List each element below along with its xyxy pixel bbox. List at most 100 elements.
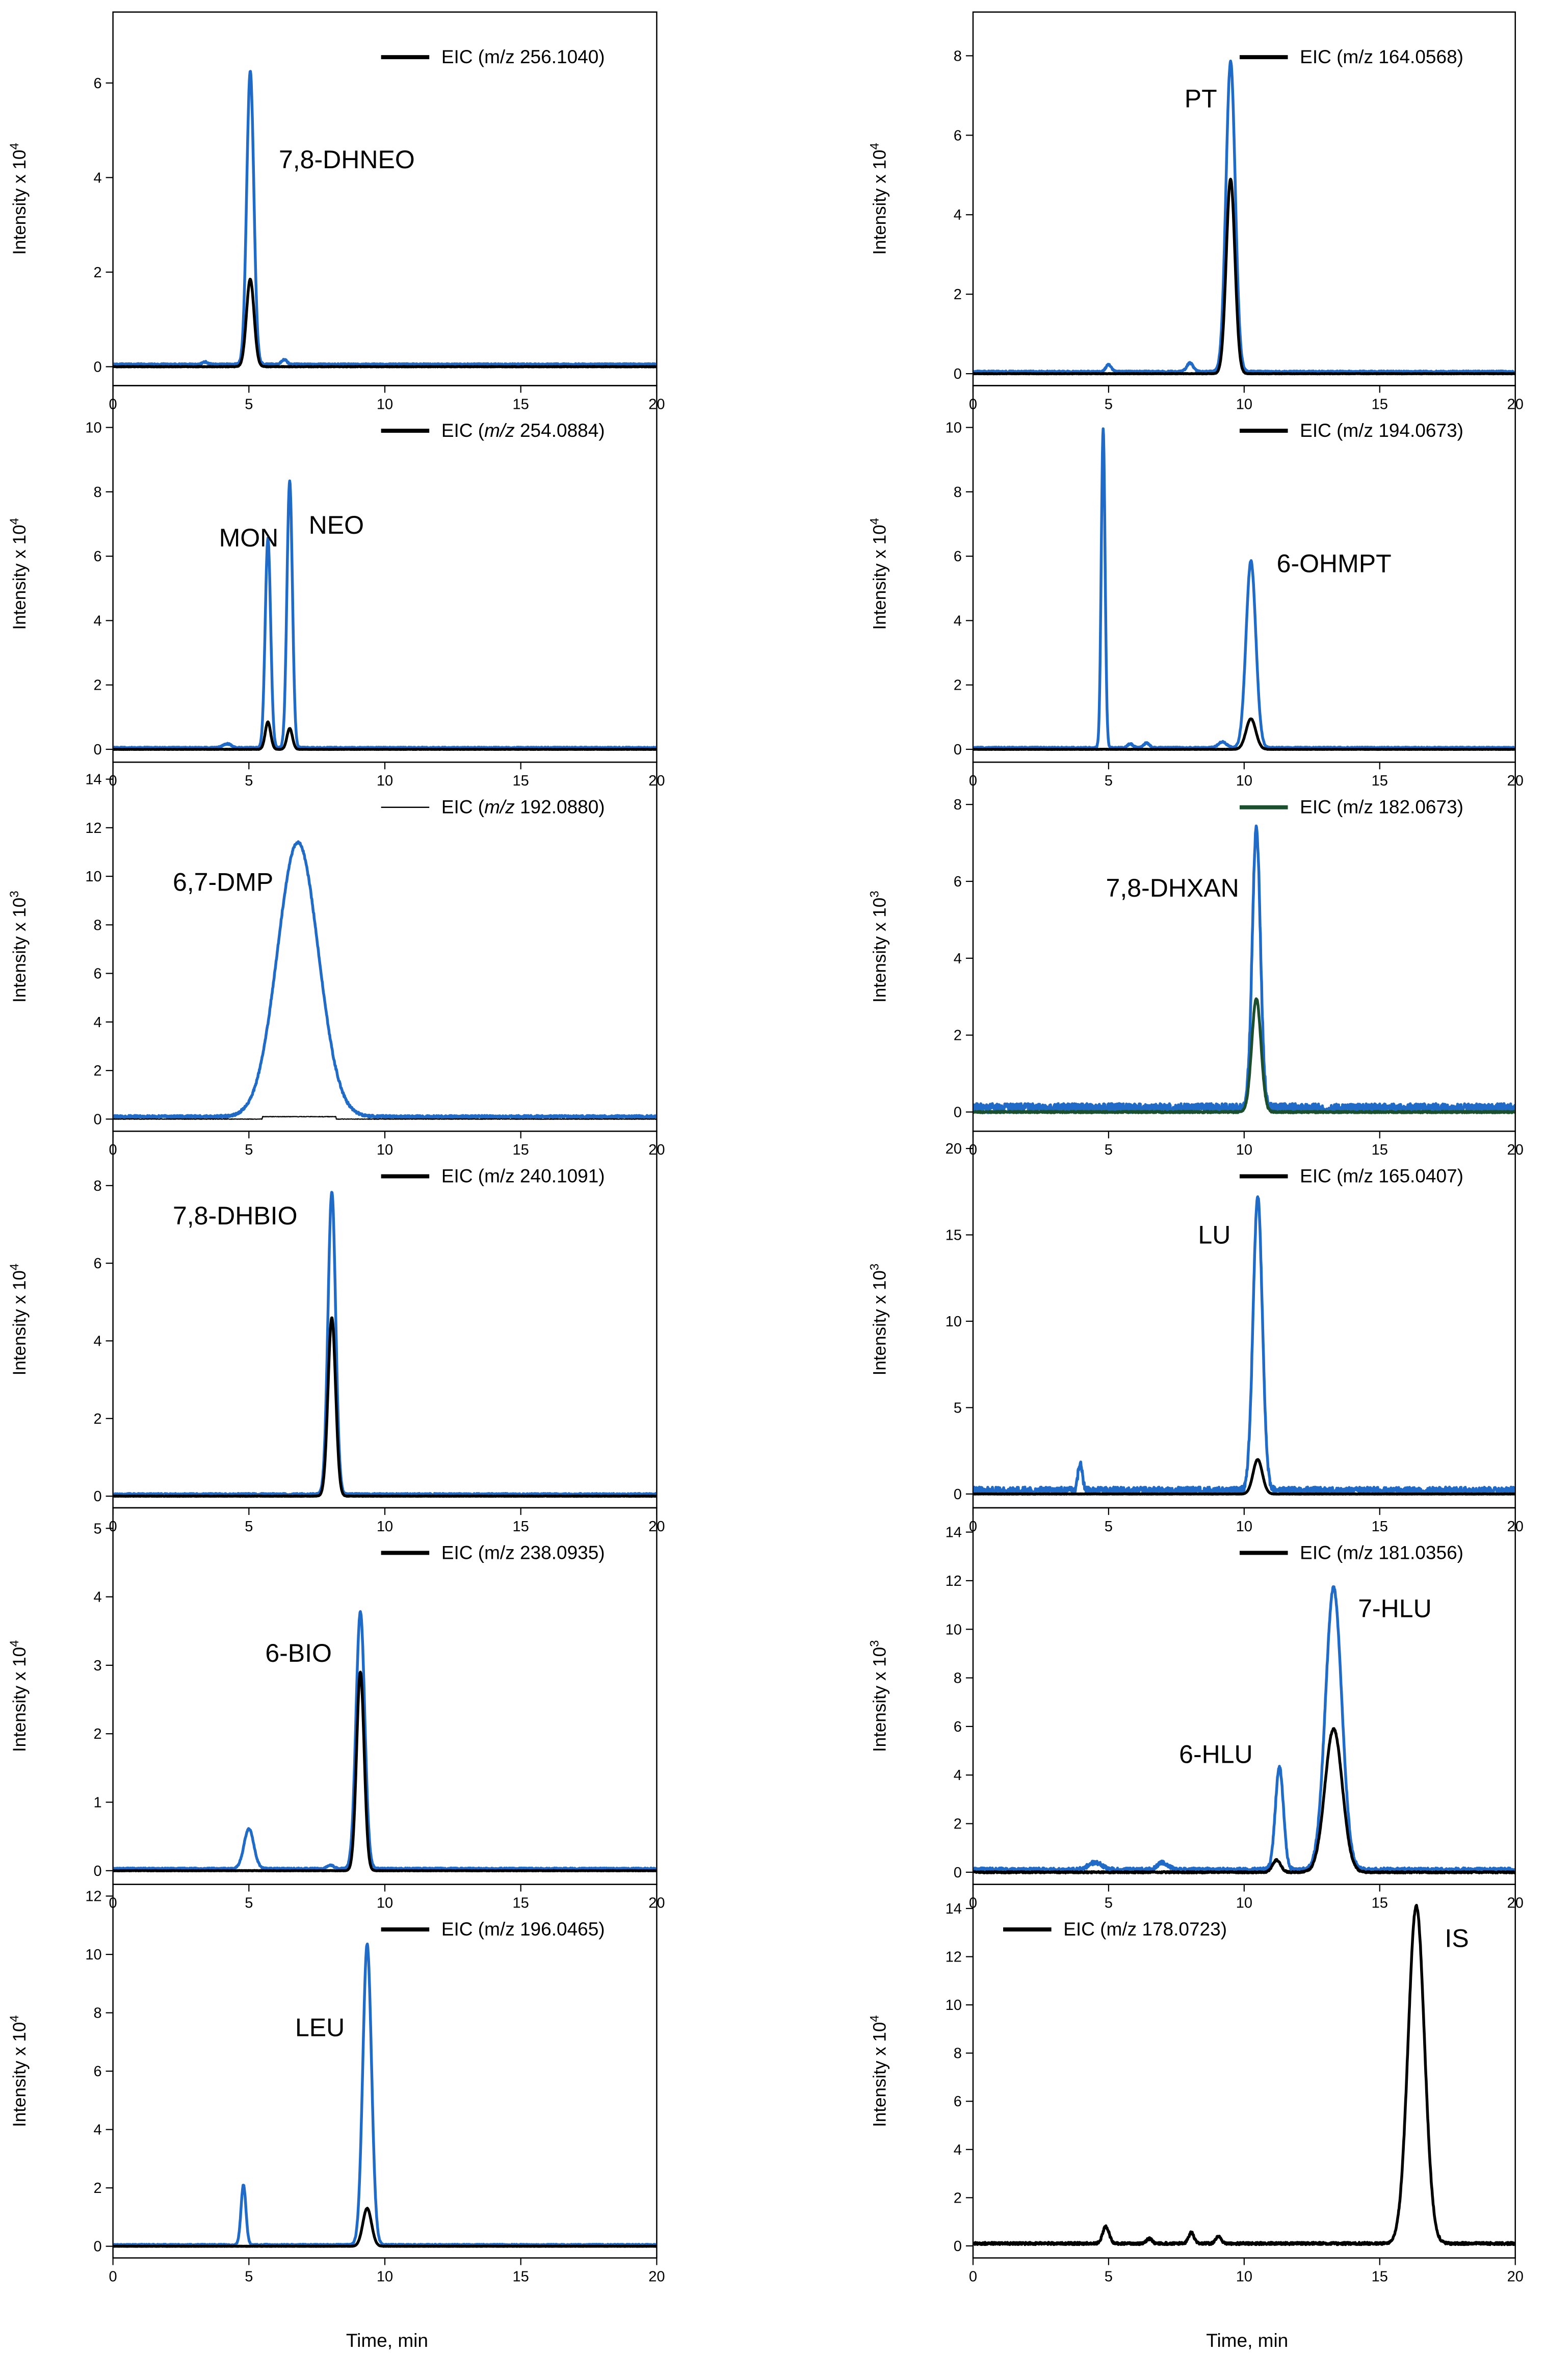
x-tick-label: 5 — [245, 2269, 253, 2285]
legend-label: EIC (m/z 254.0884) — [441, 420, 605, 441]
legend: EIC (m/z 196.0465) — [381, 1919, 605, 1940]
y-tick-label: 4 — [93, 613, 101, 629]
x-tick-label: 15 — [1372, 773, 1388, 789]
y-tick-label: 10 — [85, 1947, 101, 1963]
y-tick-label: 2 — [93, 1726, 101, 1742]
y-tick-label: 0 — [954, 742, 962, 758]
x-tick-label: 10 — [1236, 773, 1252, 789]
x-tick-label: 15 — [513, 2269, 529, 2285]
y-tick-label: 8 — [954, 484, 962, 501]
x-tick-label: 15 — [513, 773, 529, 789]
legend-label: EIC (m/z 182.0673) — [1300, 797, 1463, 818]
plot-frame — [112, 1130, 658, 1509]
trace-blue — [113, 479, 657, 750]
y-tick-label: 0 — [93, 742, 101, 758]
y-tick-label: 4 — [954, 1767, 962, 1784]
trace-eic — [113, 277, 657, 369]
y-tick-label: 6 — [93, 75, 101, 92]
y-axis-label-base: Intensity x 10 — [870, 2022, 890, 2127]
x-tick-label: 5 — [1105, 2269, 1113, 2285]
trace-blue — [113, 1191, 657, 1497]
x-tick-label: 5 — [1105, 396, 1113, 412]
trace-eic — [973, 1903, 1515, 2246]
trace-eic — [973, 717, 1515, 751]
x-tick-label: 5 — [245, 1519, 253, 1535]
trace-eic — [113, 2207, 657, 2248]
y-tick-label: 10 — [946, 420, 962, 436]
legend: EIC (m/z 182.0673) — [1239, 797, 1463, 818]
legend: EIC (m/z 240.1091) — [381, 1166, 605, 1187]
x-tick-label: 15 — [513, 1142, 529, 1158]
legend-label: EIC (m/z 181.0356) — [1300, 1542, 1463, 1563]
y-tick-label: 6 — [93, 1256, 101, 1272]
y-tick-label: 2 — [954, 286, 962, 303]
y-tick-label: 14 — [85, 772, 101, 788]
x-tick-label: 5 — [245, 773, 253, 789]
y-axis-label-exponent: 3 — [868, 891, 882, 897]
y-tick-label: 4 — [93, 1014, 101, 1031]
y-tick-label: 2 — [954, 1816, 962, 1833]
x-tick-label: 15 — [513, 1895, 529, 1912]
y-tick-label: 6 — [93, 548, 101, 565]
y-tick-label: 2 — [93, 2180, 101, 2196]
trace-eic — [113, 720, 657, 751]
x-tick-label: 15 — [1372, 396, 1388, 412]
y-tick-label: 2 — [954, 2190, 962, 2206]
y-tick-label: 8 — [93, 484, 101, 501]
legend-mz: m/z — [484, 420, 515, 441]
y-axis-label-exponent: 4 — [8, 1264, 21, 1270]
legend: EIC (m/z 181.0356) — [1239, 1542, 1463, 1563]
legend: EIC (m/z 194.0673) — [1239, 420, 1463, 441]
plot-frame — [972, 11, 1516, 386]
plot-frame — [972, 1507, 1516, 1885]
y-tick-label: 0 — [93, 359, 101, 375]
x-tick-label: 10 — [377, 396, 393, 412]
y-tick-label: 0 — [93, 1111, 101, 1128]
legend: EIC (m/z 256.1040) — [381, 46, 605, 67]
x-tick-label: 15 — [1372, 1142, 1388, 1158]
y-tick-label: 2 — [93, 1411, 101, 1427]
plot-frame — [972, 1130, 1516, 1509]
y-axis-label-base: Intensity x 10 — [10, 150, 30, 255]
legend-value — [515, 797, 520, 818]
peak-label: PT — [1185, 85, 1217, 113]
y-tick-label: 15 — [946, 1227, 962, 1244]
legend-value — [515, 420, 520, 441]
plot-frame — [112, 1884, 658, 2259]
y-tick-label: 4 — [954, 207, 962, 223]
legend-label: EIC (m/z 256.1040) — [441, 46, 605, 67]
plot-frame — [112, 761, 658, 1132]
trace-eic — [973, 1458, 1515, 1496]
x-tick-label: 10 — [1236, 1142, 1252, 1158]
y-tick-label: 10 — [946, 1997, 962, 2013]
plot-frame — [112, 1507, 658, 1885]
y-axis-label-exponent: 4 — [868, 2015, 882, 2022]
y-axis-label-exponent: 4 — [868, 143, 882, 149]
y-tick-label: 0 — [954, 1104, 962, 1120]
trace-blue — [973, 427, 1515, 750]
y-axis-label: Intensity x 103 — [868, 891, 890, 1003]
legend-prefix: EIC ( — [441, 797, 485, 818]
y-tick-label: 12 — [946, 1573, 962, 1589]
x-tick-label: 10 — [1236, 1519, 1252, 1535]
trace-blue — [973, 59, 1515, 374]
trace-blue — [113, 1610, 657, 1871]
trace-blue — [113, 840, 657, 1119]
y-tick-label: 2 — [93, 265, 101, 281]
peak-label: 6-BIO — [265, 1639, 332, 1667]
y-axis-label: Intensity x 103 — [868, 1640, 890, 1753]
y-tick-label: 5 — [954, 1400, 962, 1416]
y-axis-label-base: Intensity x 10 — [10, 2022, 30, 2127]
y-tick-label: 6 — [93, 2063, 101, 2080]
x-tick-label: 5 — [245, 1142, 253, 1158]
y-axis-label-base: Intensity x 10 — [10, 525, 30, 630]
y-axis-label-base: Intensity x 10 — [870, 525, 890, 630]
y-tick-label: 4 — [93, 1333, 101, 1349]
y-tick-label: 8 — [93, 917, 101, 933]
peak-label: LU — [1198, 1220, 1230, 1249]
trace-blue — [113, 1942, 657, 2247]
trace-eic — [113, 1116, 657, 1120]
y-tick-label: 0 — [954, 2238, 962, 2255]
